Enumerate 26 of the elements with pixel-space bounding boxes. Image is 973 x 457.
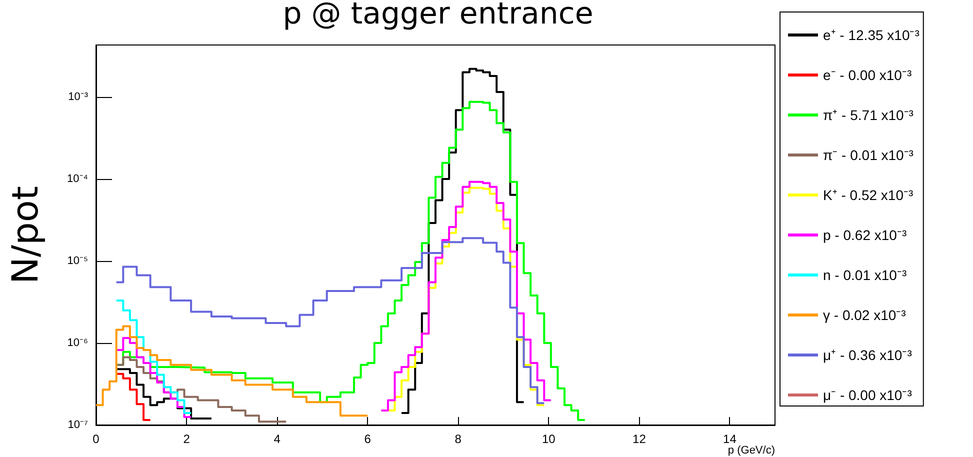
legend-label: μ⁺ - 0.36 x10⁻³: [823, 347, 912, 363]
y-tick-label: 10⁻⁴: [67, 172, 88, 185]
legend-label: γ - 0.02 x10⁻³: [823, 307, 906, 323]
legend-label: n - 0.01 x10⁻³: [823, 267, 907, 283]
legend-label: K⁺ - 0.52 x10⁻³: [823, 187, 914, 203]
y-axis-title: N/pot: [6, 186, 46, 284]
x-tick-label: 6: [364, 432, 372, 446]
legend-label: p - 0.62 x10⁻³: [823, 227, 907, 243]
x-tick-label: 10: [542, 432, 556, 446]
x-tick-label: 8: [454, 432, 462, 446]
legend-label: e⁺ - 12.35 x10⁻³: [823, 27, 920, 43]
x-tick-label: 14: [723, 432, 737, 446]
chart-title: p @ tagger entrance: [282, 0, 594, 32]
x-tick-label: 2: [183, 432, 190, 446]
y-tick-label: 10⁻³: [68, 90, 88, 103]
x-tick-label: 12: [632, 432, 646, 446]
y-tick-label: 10⁻⁶: [67, 336, 88, 349]
y-tick-label: 10⁻⁷: [68, 419, 88, 431]
x-axis-title: p (GeV/c): [728, 444, 775, 456]
legend-label: μ⁻ - 0.00 x10⁻³: [823, 387, 912, 403]
y-tick-label: 10⁻⁵: [67, 254, 88, 267]
x-tick-label: 0: [92, 432, 100, 446]
legend-label: π⁺ - 5.71 x10⁻³: [823, 107, 914, 123]
legend-label: π⁻ - 0.01 x10⁻³: [823, 147, 914, 163]
x-tick-label: 4: [274, 432, 281, 446]
legend-label: e⁻ - 0.00 x10⁻³: [823, 67, 912, 83]
